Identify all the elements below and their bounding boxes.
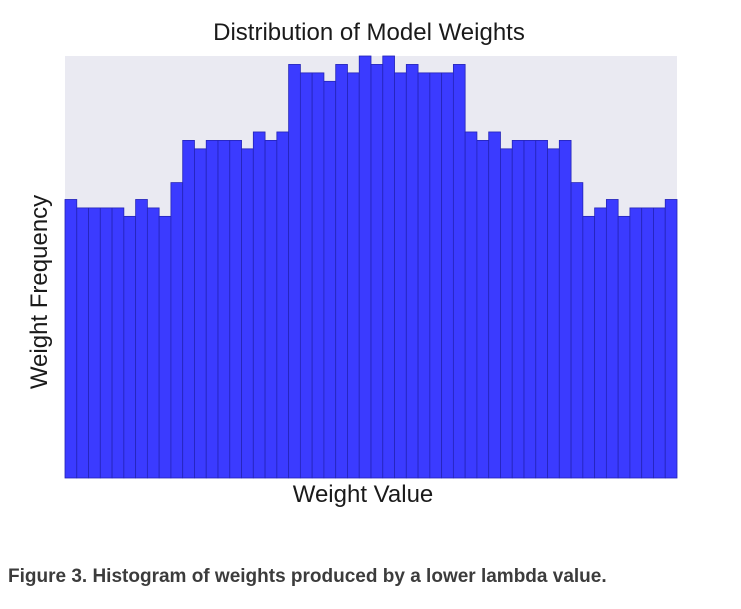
histogram-bar — [535, 139, 548, 479]
histogram-bar — [111, 207, 125, 479]
histogram-bar — [641, 207, 654, 479]
histogram-bar — [88, 207, 101, 479]
histogram-bar — [370, 64, 384, 479]
histogram-bar — [182, 139, 195, 479]
histogram-bar — [605, 199, 619, 479]
histogram-bar — [417, 72, 431, 479]
histogram-bar — [405, 64, 419, 479]
histogram-bar — [135, 199, 148, 479]
histogram-bar — [429, 72, 443, 479]
histogram-bar — [452, 64, 466, 479]
figure-caption: Figure 3. Histogram of weights produced … — [8, 566, 607, 587]
histogram-bar — [229, 139, 242, 479]
bars-group — [64, 55, 678, 479]
histogram-bar — [99, 207, 113, 479]
histogram-bar — [123, 215, 137, 479]
histogram-bar — [146, 207, 160, 479]
histogram-bar — [382, 55, 395, 479]
histogram-bar — [488, 131, 501, 479]
histogram-bar — [558, 139, 572, 479]
histogram-bar — [523, 139, 537, 479]
histogram-bar — [323, 80, 337, 479]
histogram-bar — [194, 148, 207, 479]
histogram-bar — [629, 207, 643, 479]
histogram-bar — [582, 215, 596, 479]
histogram-bar — [288, 64, 301, 479]
histogram-bar — [476, 139, 490, 479]
histogram-bar — [441, 72, 454, 479]
y-axis-label: Weight Frequency — [26, 195, 53, 389]
histogram-bar — [299, 72, 313, 479]
histogram-bar — [252, 131, 266, 479]
histogram-bar — [158, 215, 172, 479]
histogram-bar — [570, 182, 584, 479]
histogram-figure: Distribution of Model Weights Weight Val… — [26, 19, 678, 508]
x-axis-label: Weight Value — [293, 481, 434, 508]
histogram-bar — [347, 72, 360, 479]
histogram-bar — [464, 131, 478, 479]
histogram-bar — [335, 64, 348, 479]
histogram-bar — [64, 199, 78, 479]
histogram-bar — [217, 139, 231, 479]
histogram-bar — [76, 207, 89, 479]
histogram-bar — [664, 199, 678, 479]
histogram-bar — [276, 131, 290, 479]
histogram-bar — [241, 148, 254, 479]
histogram-bar — [264, 139, 278, 479]
histogram-bar — [617, 215, 631, 479]
histogram-bar — [547, 148, 560, 479]
histogram-bar — [205, 139, 219, 479]
histogram-bar — [594, 207, 607, 479]
histogram-bar — [358, 55, 372, 479]
histogram-bar — [170, 182, 184, 479]
histogram-bar — [311, 72, 325, 479]
histogram-bar — [394, 72, 407, 479]
histogram-bar — [653, 207, 666, 479]
histogram-bar — [500, 148, 513, 479]
histogram-bar — [511, 139, 525, 479]
chart-title: Distribution of Model Weights — [213, 19, 525, 46]
